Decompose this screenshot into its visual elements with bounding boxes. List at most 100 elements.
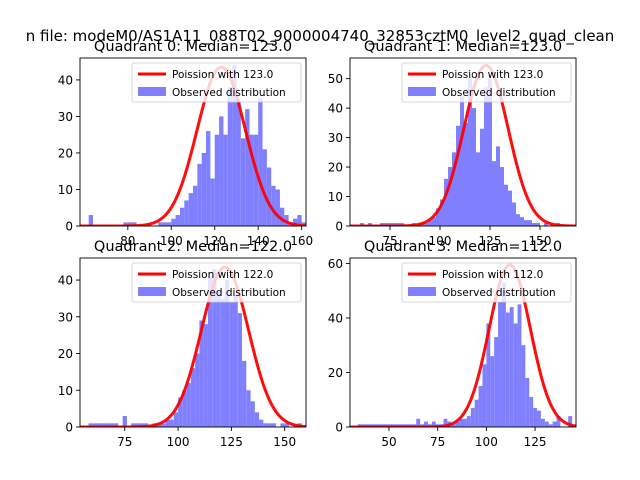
x-tick-label: 100 <box>160 234 183 248</box>
y-tick-label: 20 <box>328 366 343 380</box>
hist-bar <box>88 423 93 427</box>
hist-bar <box>182 390 187 427</box>
hist-bar <box>424 223 428 226</box>
hist-bar <box>443 418 448 427</box>
y-tick-label: 20 <box>58 146 73 160</box>
x-tick-label: 150 <box>529 234 552 248</box>
hist-bar <box>220 298 225 427</box>
x-tick-label: 75 <box>382 234 397 248</box>
hist-bar <box>416 418 421 427</box>
hist-bar <box>236 101 241 226</box>
hist-bar <box>505 312 510 427</box>
legend-curve-label: Poission with 112.0 <box>442 269 543 281</box>
hist-bar <box>537 410 541 427</box>
hist-bar <box>262 149 267 226</box>
legend-hist-label: Observed distribution <box>172 287 286 299</box>
hist-bar <box>482 364 487 427</box>
hist-bar <box>179 207 185 226</box>
hist-bar <box>224 280 230 427</box>
hist-bar <box>263 423 268 427</box>
hist-bar <box>548 424 553 427</box>
hist-bar <box>165 419 170 427</box>
legend: Poission with 112.0 Observed distribution <box>401 262 572 303</box>
x-tick-label: 75 <box>117 435 132 449</box>
y-tick-label: 10 <box>58 384 73 398</box>
chart-title: Quadrant 1: Median=123.0 <box>364 39 562 55</box>
chart-panel-0: 80 100 120 140 160 0 10 20 30 40 Poission with 123… <box>58 39 313 248</box>
hist-bar <box>203 324 208 427</box>
x-tick-label: 100 <box>475 435 498 449</box>
hist-bar <box>556 416 561 427</box>
legend: Poission with 122.0 Observed distribution <box>131 262 302 303</box>
hist-bar <box>432 217 436 226</box>
hist-bar <box>284 423 289 427</box>
hist-bar <box>206 131 211 226</box>
axes-frame <box>79 257 307 428</box>
hist-bar <box>210 178 215 226</box>
hist-bar <box>516 214 520 226</box>
axes-frame <box>79 57 307 227</box>
y-tick-label: 10 <box>58 183 73 197</box>
hist-bar <box>271 423 277 427</box>
hist-bar <box>240 138 246 226</box>
hist-bar <box>532 223 536 226</box>
hist-bar <box>132 222 137 226</box>
hist-bar <box>498 301 502 427</box>
legend-box <box>401 62 572 103</box>
legend-box <box>131 262 302 303</box>
y-tick-label: 30 <box>58 110 73 124</box>
hist-bar <box>127 222 133 226</box>
x-tick-label: 50 <box>381 435 396 449</box>
legend-hist-label: Observed distribution <box>442 287 556 299</box>
hist-bar <box>544 223 548 226</box>
hist-bar <box>484 87 488 226</box>
axes-frame <box>349 57 577 227</box>
hist-bar <box>451 424 456 427</box>
hist-bar <box>259 419 264 427</box>
hist-bar <box>249 134 254 226</box>
hist-bar <box>246 390 251 427</box>
y-tick-label: 10 <box>328 190 343 204</box>
hist-bar <box>533 407 538 427</box>
y-tick-label: 50 <box>328 72 343 86</box>
hist-bar <box>444 178 448 226</box>
hist-bar <box>452 152 456 226</box>
hist-bar <box>513 323 518 427</box>
x-tick-label: 100 <box>429 234 452 248</box>
chart-title: Quadrant 2: Median=122.0 <box>94 239 292 255</box>
hist-bar <box>520 217 524 226</box>
hist-bar <box>253 134 259 226</box>
hist-bar <box>109 423 115 427</box>
chart-panel-3: 50 75 100 125 0 20 40 60 Poission with 112.0 Obse… <box>328 239 577 449</box>
hist-bar <box>162 222 167 226</box>
x-tick-label: 150 <box>273 435 296 449</box>
hist-bar <box>428 220 432 226</box>
hist-bar <box>436 208 440 226</box>
hist-bar <box>139 423 144 427</box>
hist-bar <box>517 304 522 427</box>
hist-bar <box>171 218 176 226</box>
hist-bar <box>223 134 228 226</box>
hist-bar <box>207 276 213 427</box>
hist-bar <box>466 416 471 427</box>
y-tick-label: 20 <box>328 161 343 175</box>
hist-bar <box>552 421 557 427</box>
hist-bar <box>463 418 467 427</box>
hist-bar <box>528 220 532 226</box>
hist-bar <box>509 307 514 427</box>
hist-bar <box>135 423 140 427</box>
hist-bar <box>92 423 98 427</box>
hist-bar <box>504 184 508 226</box>
hist-bar <box>456 125 460 226</box>
y-tick-label: 40 <box>328 102 343 116</box>
hist-bar <box>195 353 200 427</box>
hist-bar <box>97 423 102 427</box>
hist-bar <box>455 421 460 427</box>
hist-bar <box>460 96 464 226</box>
y-tick-label: 40 <box>58 274 73 288</box>
hist-bar <box>201 152 207 226</box>
legend-hist-swatch <box>138 287 166 296</box>
legend-curve-label: Poission with 122.0 <box>172 269 273 281</box>
x-tick-label: 160 <box>290 234 313 248</box>
hist-bar <box>122 415 127 427</box>
